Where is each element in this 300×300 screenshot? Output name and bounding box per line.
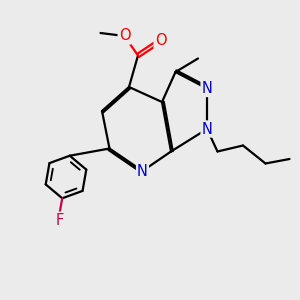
Text: N: N <box>202 81 212 96</box>
Text: O: O <box>155 33 166 48</box>
Text: O: O <box>119 28 130 44</box>
Text: F: F <box>56 213 64 228</box>
Text: N: N <box>202 122 212 136</box>
Text: N: N <box>137 164 148 178</box>
